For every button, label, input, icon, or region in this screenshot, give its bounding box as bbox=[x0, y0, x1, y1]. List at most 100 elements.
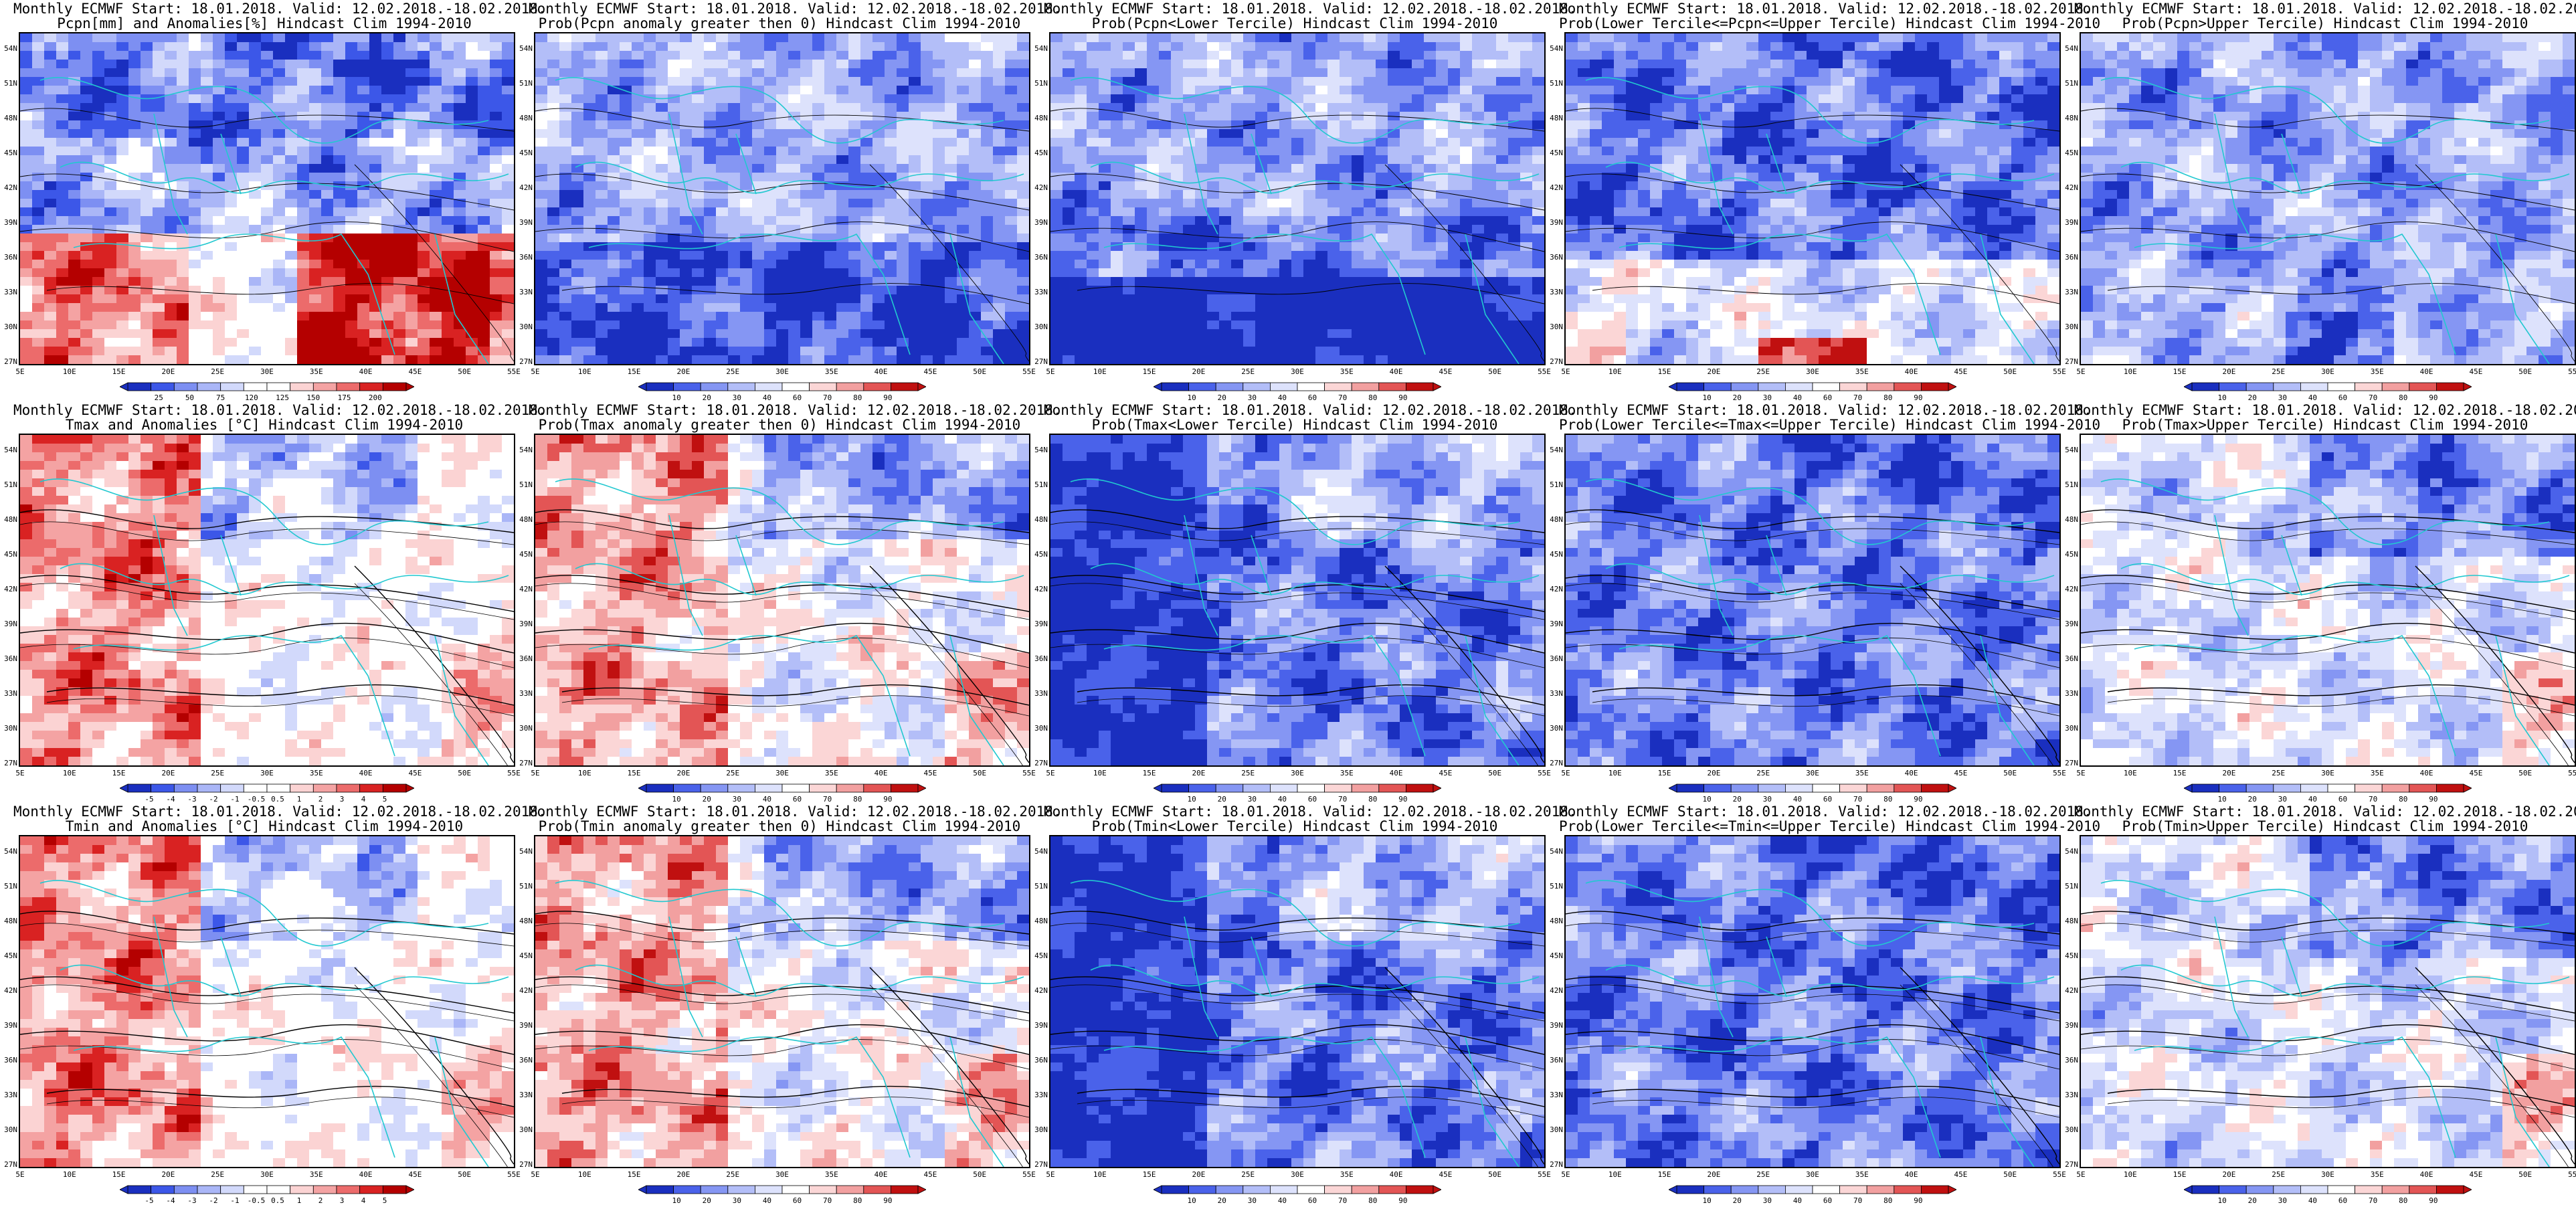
latitude-label: 45N bbox=[1, 550, 17, 559]
longitude-label: 45E bbox=[917, 1170, 943, 1179]
latitude-label: 51N bbox=[517, 480, 533, 489]
latitude-label: 42N bbox=[1547, 183, 1563, 192]
longitude-label: 15E bbox=[106, 367, 132, 376]
longitude-label: 50E bbox=[2512, 1170, 2539, 1179]
longitude-label: 30E bbox=[254, 367, 280, 376]
colorbar-label: 70 bbox=[1329, 1196, 1356, 1205]
map-panel: Monthly ECMWF Start: 18.01.2018. Valid: … bbox=[1546, 803, 2061, 1204]
panel-title-line1: Monthly ECMWF Start: 18.01.2018. Valid: … bbox=[1044, 1, 1546, 16]
latitude-label: 39N bbox=[517, 218, 533, 227]
latitude-label: 39N bbox=[517, 620, 533, 628]
latitude-label: 51N bbox=[2062, 882, 2078, 891]
latitude-label: 39N bbox=[1547, 218, 1563, 227]
longitude-label: 35E bbox=[1333, 1170, 1360, 1179]
panel-title-line2: Prob(Lower Tercile<=Tmax<=Upper Tercile)… bbox=[1559, 418, 2061, 432]
latitude-label: 48N bbox=[2062, 114, 2078, 122]
longitude-label: 40E bbox=[1383, 769, 1410, 777]
longitude-label: 35E bbox=[818, 769, 845, 777]
map-field bbox=[535, 836, 1029, 1167]
latitude-label: 30N bbox=[1032, 724, 1048, 733]
longitude-label: 50E bbox=[1997, 769, 2023, 777]
longitude-label: 5E bbox=[2067, 769, 2094, 777]
longitude-label: 45E bbox=[1947, 769, 1974, 777]
longitude-label: 30E bbox=[1799, 769, 1826, 777]
latitude-label: 39N bbox=[2062, 620, 2078, 628]
panel-title-line2: Pcpn[mm] and Anomalies[%] Hindcast Clim … bbox=[13, 16, 515, 31]
longitude-label: 20E bbox=[155, 367, 181, 376]
colorbar-label: 20 bbox=[1724, 1196, 1750, 1205]
latitude-label: 45N bbox=[2062, 149, 2078, 157]
longitude-label: 20E bbox=[1185, 769, 1212, 777]
latitude-label: 42N bbox=[2062, 585, 2078, 593]
longitude-label: 15E bbox=[2167, 367, 2193, 376]
longitude-label: 20E bbox=[1700, 367, 1727, 376]
longitude-label: 25E bbox=[1750, 769, 1776, 777]
panel-title-line1: Monthly ECMWF Start: 18.01.2018. Valid: … bbox=[13, 1, 515, 16]
panel-title-line2: Prob(Lower Tercile<=Tmin<=Upper Tercile)… bbox=[1559, 819, 2061, 834]
colorbar bbox=[1154, 1184, 1441, 1195]
latitude-label: 30N bbox=[2062, 724, 2078, 733]
panel-title-line2: Prob(Tmin>Upper Tercile) Hindcast Clim 1… bbox=[2074, 819, 2576, 834]
forecast-map bbox=[1049, 835, 1546, 1168]
longitude-label: 5E bbox=[1552, 769, 1579, 777]
latitude-label: 39N bbox=[2062, 218, 2078, 227]
latitude-label: 36N bbox=[1, 253, 17, 262]
longitude-label: 10E bbox=[2117, 1170, 2144, 1179]
longitude-label: 5E bbox=[2067, 1170, 2094, 1179]
longitude-label: 25E bbox=[1234, 769, 1261, 777]
latitude-label: 54N bbox=[1, 44, 17, 53]
latitude-label: 51N bbox=[517, 79, 533, 88]
latitude-label: 33N bbox=[517, 689, 533, 698]
map-panel: Monthly ECMWF Start: 18.01.2018. Valid: … bbox=[515, 803, 1030, 1204]
latitude-label: 36N bbox=[1547, 654, 1563, 663]
longitude-label: 45E bbox=[1432, 367, 1459, 376]
longitude-label: 50E bbox=[1997, 367, 2023, 376]
colorbar-label: 60 bbox=[1299, 1196, 1326, 1205]
longitude-label: 25E bbox=[719, 769, 746, 777]
latitude-label: 42N bbox=[2062, 183, 2078, 192]
latitude-label: 27N bbox=[1032, 357, 1048, 366]
longitude-label: 15E bbox=[621, 769, 648, 777]
latitude-label: 33N bbox=[1, 1091, 17, 1099]
longitude-label: 55E bbox=[2561, 367, 2576, 376]
longitude-label: 45E bbox=[401, 769, 428, 777]
latitude-label: 39N bbox=[1032, 218, 1048, 227]
longitude-label: 15E bbox=[1651, 769, 1678, 777]
longitude-label: 10E bbox=[1087, 367, 1113, 376]
latitude-label: 36N bbox=[1547, 1056, 1563, 1064]
latitude-label: 51N bbox=[1, 480, 17, 489]
latitude-label: 51N bbox=[1, 79, 17, 88]
longitude-label: 20E bbox=[155, 1170, 181, 1179]
longitude-label: 50E bbox=[451, 1170, 478, 1179]
latitude-label: 48N bbox=[1547, 917, 1563, 925]
longitude-label: 15E bbox=[106, 1170, 132, 1179]
longitude-label: 35E bbox=[1849, 769, 1875, 777]
latitude-label: 51N bbox=[1547, 79, 1563, 88]
longitude-label: 5E bbox=[7, 367, 33, 376]
latitude-label: 45N bbox=[1547, 951, 1563, 960]
forecast-map bbox=[534, 32, 1030, 365]
latitude-label: 33N bbox=[1, 689, 17, 698]
longitude-label: 50E bbox=[2512, 769, 2539, 777]
latitude-label: 27N bbox=[1032, 1160, 1048, 1169]
longitude-label: 35E bbox=[2364, 1170, 2391, 1179]
longitude-label: 5E bbox=[7, 769, 33, 777]
latitude-label: 51N bbox=[517, 882, 533, 891]
colorbar bbox=[1154, 783, 1441, 794]
latitude-label: 33N bbox=[2062, 1091, 2078, 1099]
longitude-label: 25E bbox=[204, 367, 231, 376]
longitude-label: 20E bbox=[1700, 769, 1727, 777]
panel-title-line2: Prob(Tmax anomaly greater then 0) Hindca… bbox=[529, 418, 1030, 432]
longitude-label: 30E bbox=[1284, 1170, 1311, 1179]
forecast-map bbox=[1564, 835, 2061, 1168]
latitude-label: 39N bbox=[1547, 1021, 1563, 1030]
latitude-label: 42N bbox=[1032, 183, 1048, 192]
map-panel: Monthly ECMWF Start: 18.01.2018. Valid: … bbox=[1546, 401, 2061, 803]
longitude-label: 10E bbox=[2117, 769, 2144, 777]
latitude-label: 54N bbox=[2062, 44, 2078, 53]
map-field bbox=[535, 33, 1029, 364]
longitude-label: 20E bbox=[670, 769, 697, 777]
longitude-label: 30E bbox=[769, 769, 796, 777]
panel-title-line1: Monthly ECMWF Start: 18.01.2018. Valid: … bbox=[13, 804, 515, 819]
longitude-label: 10E bbox=[56, 1170, 83, 1179]
